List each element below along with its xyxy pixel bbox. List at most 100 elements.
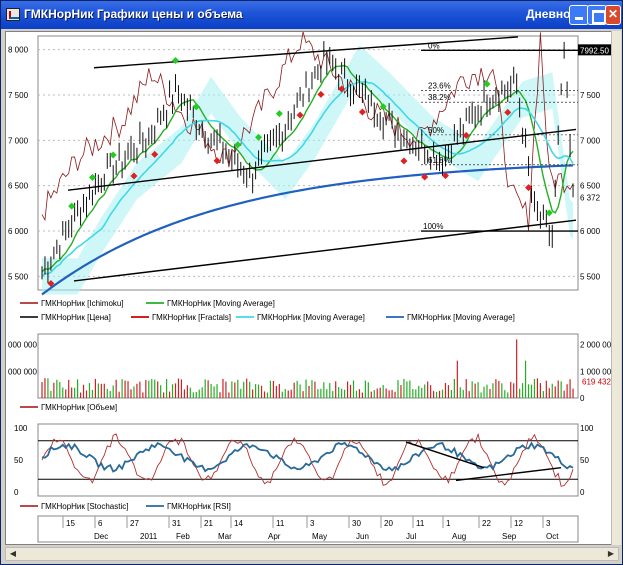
osc-trendline [455,466,562,482]
day-label: 11 [276,519,285,528]
fractal-down-marker [400,157,408,165]
volume-panel[interactable] [37,333,579,399]
price-right-tick: 5 500 [580,272,601,281]
osc-left-tick: 50 [14,456,23,465]
current-price-box [578,44,616,56]
fractal-down-marker [441,172,449,180]
fractal-down-marker [504,108,512,116]
fibonacci-label: 0% [428,41,440,50]
minimize-button[interactable] [569,5,589,25]
fractal-up-marker [234,141,242,149]
price-left-tick: 6 000 [8,227,29,236]
month-label: Apr [268,532,281,541]
time-axis [37,515,579,543]
price-legend-item: ГМКНорНик [Moving Average] [167,299,275,308]
volume-right-tick: 2 000 000 [580,341,616,350]
month-label: Mar [218,532,232,541]
price-right-tick: 7 500 [580,91,601,100]
month-label: Feb [176,532,190,541]
month-label: Jul [406,532,416,541]
volume-left-tick: 000 000 [8,341,37,350]
osc-left-tick: 100 [14,424,28,433]
price-right-tick: 6 000 [580,227,601,236]
day-label: 14 [234,519,243,528]
fractal-down-marker [338,85,346,93]
fractal-up-marker [68,202,76,210]
moving-average-green [41,64,574,273]
maximize-button[interactable] [587,5,607,25]
chart-app-icon [6,8,20,21]
price-legend-item: ГМКНорНик [Moving Average] [257,313,365,322]
day-label: 30 [352,519,361,528]
month-label: Oct [546,532,559,541]
day-label: 3 [310,519,315,528]
trend-channel-upper [93,36,519,69]
price-legend-item: ГМКНорНик [Moving Average] [407,313,515,322]
fractal-up-marker [109,151,117,159]
day-label: 22 [482,519,491,528]
trend-channel-middle [67,128,577,191]
month-label: Dec [94,532,108,541]
last-volume-box [580,376,614,387]
fractal-down-marker [213,157,221,165]
fractal-up-marker [275,110,283,118]
last-volume-label: 619 432 [582,377,611,386]
fractal-down-marker [47,279,55,287]
price-left-tick: 7 500 [8,91,29,100]
window-title: ГМКНорНик Графики цены и объема [24,7,243,21]
fibonacci-label: 61.8% [428,156,451,165]
price-left-tick: 8 000 [8,46,29,55]
month-label: Jun [356,532,369,541]
fractal-down-marker [421,173,429,181]
osc-right-tick: 50 [580,456,589,465]
day-label: 15 [66,519,75,528]
fractal-up-marker [255,133,263,141]
fractal-up-marker [172,57,179,65]
last-price-label: 6 372 [580,193,601,202]
day-label: 21 [204,519,213,528]
fibonacci-label: 38.2% [428,93,451,102]
current-price-label: 7992.50 [580,46,609,55]
stochastic-line [41,432,574,487]
fibonacci-label: 50% [428,126,444,135]
day-label: 6 [98,519,103,528]
fractal-down-marker [317,90,325,98]
fractal-down-marker [130,172,138,180]
oscillator-panel[interactable] [37,423,579,497]
chart-area[interactable]: 8 000 7 500 7 000 6 500 6 000 5 500 7 500 7 000… [5,31,619,545]
fractal-up-marker [379,103,387,111]
osc-legend-item: ГМКНорНик [Stochastic] [41,502,128,511]
rsi-line [41,441,574,473]
horizontal-scrollbar[interactable]: ◀ ▶ [5,547,619,561]
month-label: May [312,532,327,541]
fractal-up-marker [88,173,96,181]
osc-trendline [405,441,485,469]
scroll-right-icon[interactable]: ▶ [607,549,615,558]
title-bar[interactable]: ГМКНорНик Графики цены и объема Дневной [1,1,622,29]
day-label: 3 [546,519,551,528]
scroll-left-icon[interactable]: ◀ [9,549,17,558]
fractal-up-marker [483,80,491,88]
day-label: 31 [172,519,181,528]
volume-left-tick: 000 000 [8,367,37,376]
volume-right-tick: 1 000 000 [580,367,616,376]
timeframe-label[interactable]: Дневной [526,7,578,21]
fractal-down-marker [151,150,159,158]
day-label: 20 [384,519,393,528]
price-right-tick: 6 500 [580,182,601,191]
day-label: 27 [130,519,139,528]
price-legend-item: ГМКНорНик [Цена] [41,313,111,322]
osc-legend-item: ГМКНорНик [RSI] [167,502,231,511]
moving-average-cyan [41,80,574,278]
day-label: 11 [416,519,425,528]
volume-legend-item: ГМКНорНик [Объем] [41,403,117,412]
close-button[interactable] [605,5,621,25]
price-legend-item: ГМКНорНик [Fractals] [152,313,231,322]
fractal-down-marker [358,108,366,116]
price-left-tick: 5 500 [8,272,29,281]
price-right-tick: 7 000 [580,136,601,145]
osc-left-tick: 0 [14,488,19,497]
vertical-scrollbar[interactable] [611,31,621,545]
